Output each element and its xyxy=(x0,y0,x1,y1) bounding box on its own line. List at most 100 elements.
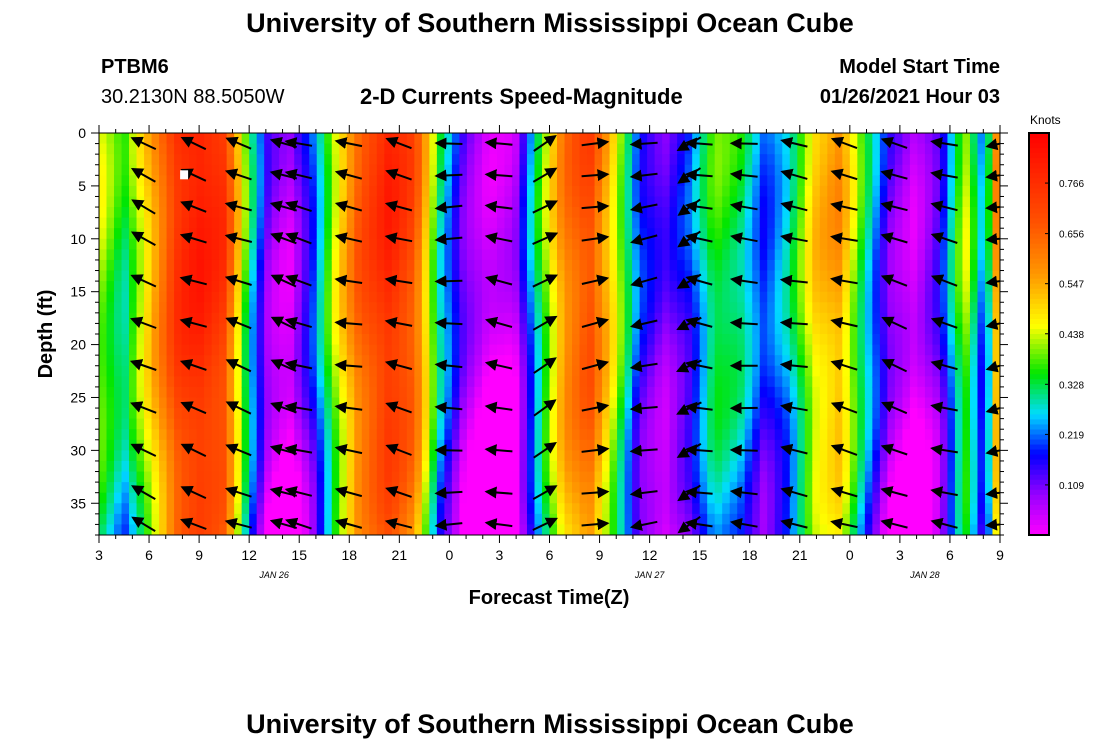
heatmap-cell xyxy=(339,376,348,388)
heatmap-cell xyxy=(159,323,168,335)
heatmap-cell xyxy=(189,471,198,483)
heatmap-cell xyxy=(511,365,521,377)
heatmap-cell xyxy=(534,249,543,261)
heatmap-cell xyxy=(752,196,761,208)
heatmap-cell xyxy=(369,429,378,441)
heatmap-cell xyxy=(376,482,385,494)
heatmap-cell xyxy=(759,270,768,282)
current-vector xyxy=(881,401,908,415)
heatmap-cell xyxy=(526,270,536,282)
heatmap-cell xyxy=(256,302,265,314)
heatmap-cell xyxy=(887,503,896,515)
heatmap-cell xyxy=(812,323,821,335)
heatmap-cell xyxy=(136,344,145,356)
heatmap-cell xyxy=(474,228,483,240)
heatmap-cell xyxy=(391,524,400,535)
heatmap-cell xyxy=(857,207,866,219)
heatmap-cell xyxy=(234,323,243,335)
x-tick-label: 9 xyxy=(195,547,203,563)
heatmap-cell xyxy=(406,408,415,420)
heatmap-cell xyxy=(99,450,108,462)
heatmap-cell xyxy=(189,492,198,504)
heatmap-cell xyxy=(369,133,378,145)
heatmap-cell xyxy=(864,312,873,325)
current-vector xyxy=(533,135,557,152)
heatmap-cell xyxy=(226,429,235,441)
heatmap-cell xyxy=(331,439,340,451)
heatmap-cell xyxy=(669,228,678,240)
heatmap-cell xyxy=(324,291,333,303)
heatmap-cell xyxy=(587,439,596,451)
heatmap-cell xyxy=(924,249,934,261)
heatmap-cell xyxy=(444,450,453,462)
heatmap-cell xyxy=(481,503,491,515)
heatmap-cell xyxy=(279,376,288,388)
heatmap-cell xyxy=(849,207,858,219)
heatmap-cell xyxy=(984,291,994,303)
heatmap-cell xyxy=(399,344,408,356)
heatmap-cell xyxy=(414,228,423,240)
heatmap-cell xyxy=(114,418,123,430)
heatmap-cell xyxy=(872,492,881,504)
heatmap-cell xyxy=(729,302,738,314)
heatmap-cell xyxy=(692,259,701,272)
heatmap-cell xyxy=(256,291,265,303)
heatmap-cell xyxy=(451,302,460,314)
heatmap-cell xyxy=(857,513,866,526)
current-vector xyxy=(830,401,858,414)
heatmap-cell xyxy=(834,323,843,335)
heatmap-cell xyxy=(827,281,836,293)
heatmap-cell xyxy=(466,217,476,229)
heatmap-cell xyxy=(459,471,468,483)
heatmap-cell xyxy=(534,133,543,145)
heatmap-cell xyxy=(804,281,813,293)
heatmap-cell xyxy=(354,344,363,356)
heatmap-cell xyxy=(887,492,896,504)
heatmap-cell xyxy=(526,175,536,187)
heatmap-cell xyxy=(819,207,828,219)
heatmap-cell xyxy=(834,408,843,420)
heatmap-cell xyxy=(121,450,130,462)
heatmap-cell xyxy=(692,185,701,198)
heatmap-cell xyxy=(872,302,881,314)
heatmap-cell xyxy=(692,217,701,229)
heatmap-cell xyxy=(309,344,318,356)
heatmap-cell xyxy=(887,408,896,420)
heatmap-cell xyxy=(849,397,858,409)
heatmap-cell xyxy=(699,365,708,377)
heatmap-cell xyxy=(564,312,573,325)
heatmap-cell xyxy=(189,207,198,219)
heatmap-cell xyxy=(129,429,138,441)
heatmap-cell xyxy=(932,207,941,219)
heatmap-cell xyxy=(166,291,175,303)
heatmap-cell xyxy=(136,143,145,155)
heatmap-cell xyxy=(211,408,220,420)
heatmap-cell xyxy=(526,471,536,483)
heatmap-cell xyxy=(662,365,671,377)
heatmap-cell xyxy=(204,143,213,155)
heatmap-cell xyxy=(842,460,851,473)
heatmap-cell xyxy=(211,291,220,303)
heatmap-cell xyxy=(204,312,213,325)
current-vector xyxy=(930,232,958,244)
heatmap-cell xyxy=(196,524,205,535)
heatmap-cell xyxy=(894,323,903,335)
heatmap-cell xyxy=(294,503,303,515)
heatmap-cell xyxy=(114,408,123,420)
heatmap-cell xyxy=(804,471,813,483)
heatmap-cell xyxy=(361,302,370,314)
heatmap-cell xyxy=(887,334,896,346)
heatmap-cell xyxy=(376,323,385,335)
current-vector xyxy=(985,318,1000,330)
heatmap-cell xyxy=(774,154,783,166)
heatmap-cell xyxy=(376,143,385,155)
heatmap-cell xyxy=(917,281,926,293)
heatmap-cell xyxy=(519,460,528,473)
heatmap-cell xyxy=(106,439,115,451)
heatmap-cell xyxy=(166,281,175,293)
heatmap-cell xyxy=(151,164,160,176)
heatmap-cell xyxy=(99,344,108,356)
heatmap-cell xyxy=(752,397,761,409)
heatmap-cell xyxy=(399,397,408,409)
heatmap-cell xyxy=(549,334,558,346)
